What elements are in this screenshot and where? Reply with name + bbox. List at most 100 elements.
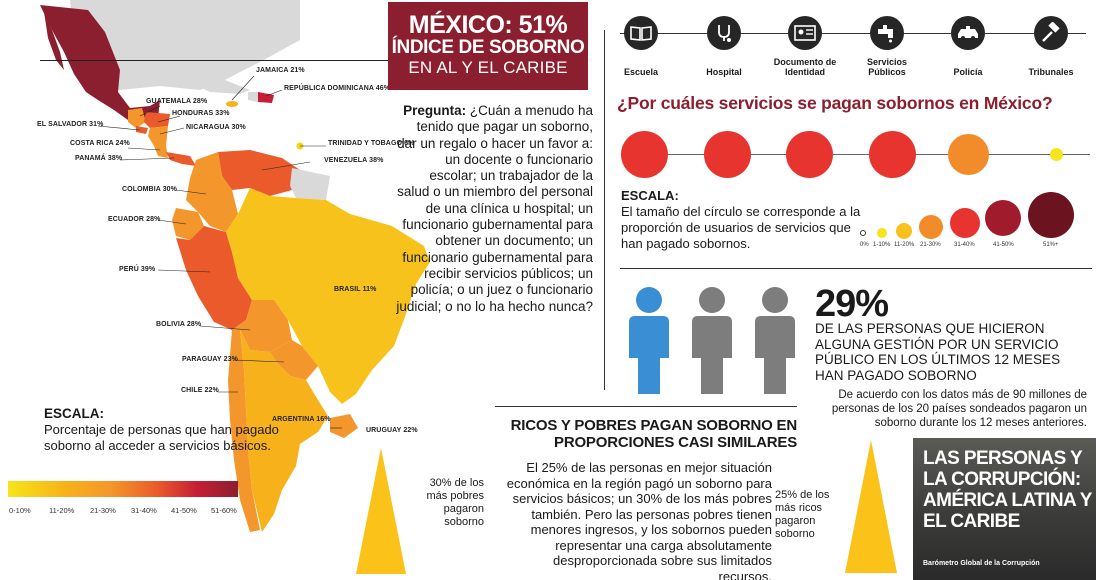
- report-cover-title: LAS PERSONAS Y LA CORRUPCIÓN: AMÉRICA LA…: [923, 448, 1092, 532]
- scale-circle-6: [1028, 192, 1074, 238]
- survey-question: Pregunta: ¿Cuán a menudo ha tenido que p…: [395, 103, 593, 315]
- headline-line2: ÍNDICE DE SOBORNO: [391, 37, 585, 58]
- poor-triangle: [356, 448, 406, 574]
- map-country-argentina: [240, 330, 328, 532]
- vertical-divider: [604, 30, 605, 390]
- scale-circle-5: [985, 200, 1021, 236]
- headline-line3: EN AL Y EL CARIBE: [408, 58, 568, 77]
- scale-circle-4: [950, 208, 980, 238]
- scale-label: 51%+: [1043, 242, 1059, 248]
- map-scale-description: Porcentaje de personas que han pagado so…: [44, 422, 279, 453]
- services-question: ¿Por cuáles servicios se pagan sobornos …: [617, 93, 1053, 113]
- map-scale-label: 31-40%: [131, 506, 157, 515]
- bubble-policia: [948, 134, 989, 175]
- map-cuba: [190, 80, 250, 94]
- map-scale-label: 11-20%: [49, 506, 75, 515]
- map-scale-label: 21-30%: [90, 506, 116, 515]
- bubble-scale-title: ESCALA:: [621, 188, 679, 203]
- bubble-tribunales: [1050, 148, 1063, 161]
- scale-label: 1-10%: [873, 242, 891, 248]
- headline-line1: MÉXICO: 51%: [408, 11, 568, 39]
- map-label-dominican-republic: REPÚBLICA DOMINICANA 46%: [284, 85, 391, 92]
- map-country-uruguay: [330, 414, 358, 438]
- map-country-chile: [228, 330, 260, 532]
- latin-america-map: [40, 0, 430, 532]
- bribe-note: De acuerdo con los datos más de 90 millo…: [831, 389, 1087, 429]
- map-label-honduras: HONDURAS 33%: [172, 110, 230, 117]
- report-cover: LAS PERSONAS Y LA CORRUPCIÓN: AMÉRICA LA…: [913, 438, 1096, 580]
- scale-label: 41-50%: [993, 242, 1014, 248]
- map-label-jamaica: JAMAICA 21%: [256, 67, 305, 74]
- faucet-icon: [870, 16, 904, 50]
- scale-circle-3: [919, 215, 943, 239]
- stethoscope-icon: [707, 16, 741, 50]
- book-icon: [624, 16, 658, 50]
- service-policia: Policía: [933, 12, 1003, 78]
- poor-label: 30% de los más pobres pagaron soborno: [426, 477, 484, 528]
- map-label-chile: CHILE 22%: [181, 387, 219, 394]
- map-scale-label: 51-60%: [211, 506, 237, 515]
- map-usa-region: [70, 0, 300, 96]
- scale-label: 21-30%: [920, 242, 941, 248]
- service-name: Policía: [953, 67, 983, 77]
- headline-rule: [40, 60, 388, 61]
- map-guianas: [290, 168, 330, 200]
- map-label-venezuela: VENEZUELA 38%: [324, 157, 384, 164]
- scale-circle-0: [860, 230, 866, 236]
- map-label-panama: PANAMÁ 38%: [75, 155, 123, 162]
- service-hospital: Hospital: [689, 12, 759, 78]
- map-label-ecuador: ECUADOR 28%: [108, 216, 161, 223]
- bubble-baseline: [622, 154, 1090, 155]
- report-cover-photo: [913, 438, 1096, 580]
- service-name: Hospital: [706, 67, 742, 77]
- bubble-hospital: [704, 131, 751, 178]
- survey-question-text: ¿Cuán a menudo ha tenido que pagar un so…: [396, 103, 593, 314]
- id-card-icon: [788, 16, 822, 50]
- service-tribunales: Tribunales: [1016, 12, 1086, 78]
- map-country-guatemala: [128, 108, 146, 128]
- service-name: Escuela: [623, 67, 659, 77]
- scale-label: 0%: [860, 242, 869, 248]
- person-icon-grey: [692, 287, 732, 394]
- bubble-scale-description: El tamaño del círculo se corresponde a l…: [621, 204, 861, 251]
- scale-circle-1: [877, 228, 887, 238]
- rich-poor-text: El 25% de las personas en mejor situació…: [506, 460, 772, 580]
- survey-question-label: Pregunta:: [403, 103, 467, 118]
- map-scale-gradient: [8, 481, 238, 497]
- bribe-percentage: 29%: [815, 283, 889, 325]
- map-label-nicaragua: NICARAGUA 30%: [186, 124, 246, 131]
- service-name: Tribunales: [1028, 67, 1074, 77]
- person-icon-blue: [629, 287, 669, 394]
- map-haiti: [248, 92, 258, 102]
- bubble-servicios-publicos: [869, 131, 916, 178]
- map-country-bolivia: [232, 278, 292, 352]
- map-country-colombia: [186, 152, 238, 232]
- map-label-paraguay: PARAGUAY 23%: [182, 356, 238, 363]
- service-name: Documento de Identidad: [773, 57, 837, 77]
- police-car-icon: [951, 16, 985, 50]
- map-country-panama: [166, 152, 196, 166]
- right-divider: [620, 268, 1092, 269]
- service-publicos: Servicios Públicos: [852, 12, 922, 77]
- services-line: [620, 33, 1086, 34]
- map-label-bolivia: BOLIVIA 28%: [156, 321, 202, 328]
- bottom-divider: [495, 406, 797, 407]
- map-country-costa-rica: [154, 146, 168, 158]
- map-label-trinidad: TRINIDAD Y TOBAGO 6%: [328, 140, 415, 147]
- map-country-honduras: [144, 112, 170, 128]
- headline-box: MÉXICO: 51% ÍNDICE DE SOBORNO EN AL Y EL…: [388, 2, 588, 90]
- map-scale-label: 0-10%: [9, 506, 31, 515]
- map-scale-label: 41-50%: [171, 506, 197, 515]
- service-documento: Documento de Identidad: [770, 12, 840, 77]
- gavel-icon: [1034, 16, 1068, 50]
- map-country-venezuela: [218, 150, 300, 196]
- person-icon-grey: [755, 287, 795, 394]
- map-label-el-salvador: EL SALVADOR 31%: [37, 121, 104, 128]
- rich-poor-title: RICOS Y POBRES PAGAN SOBORNO EN PROPORCI…: [510, 417, 798, 451]
- map-country-peru: [176, 226, 252, 330]
- map-baja: [44, 12, 64, 70]
- rich-triangle: [845, 440, 897, 573]
- bribe-statement: DE LAS PERSONAS QUE HICIERON ALGUNA GEST…: [815, 321, 1061, 383]
- map-label-guatemala: GUATEMALA 28%: [146, 98, 208, 105]
- map-country-brazil: [226, 188, 430, 404]
